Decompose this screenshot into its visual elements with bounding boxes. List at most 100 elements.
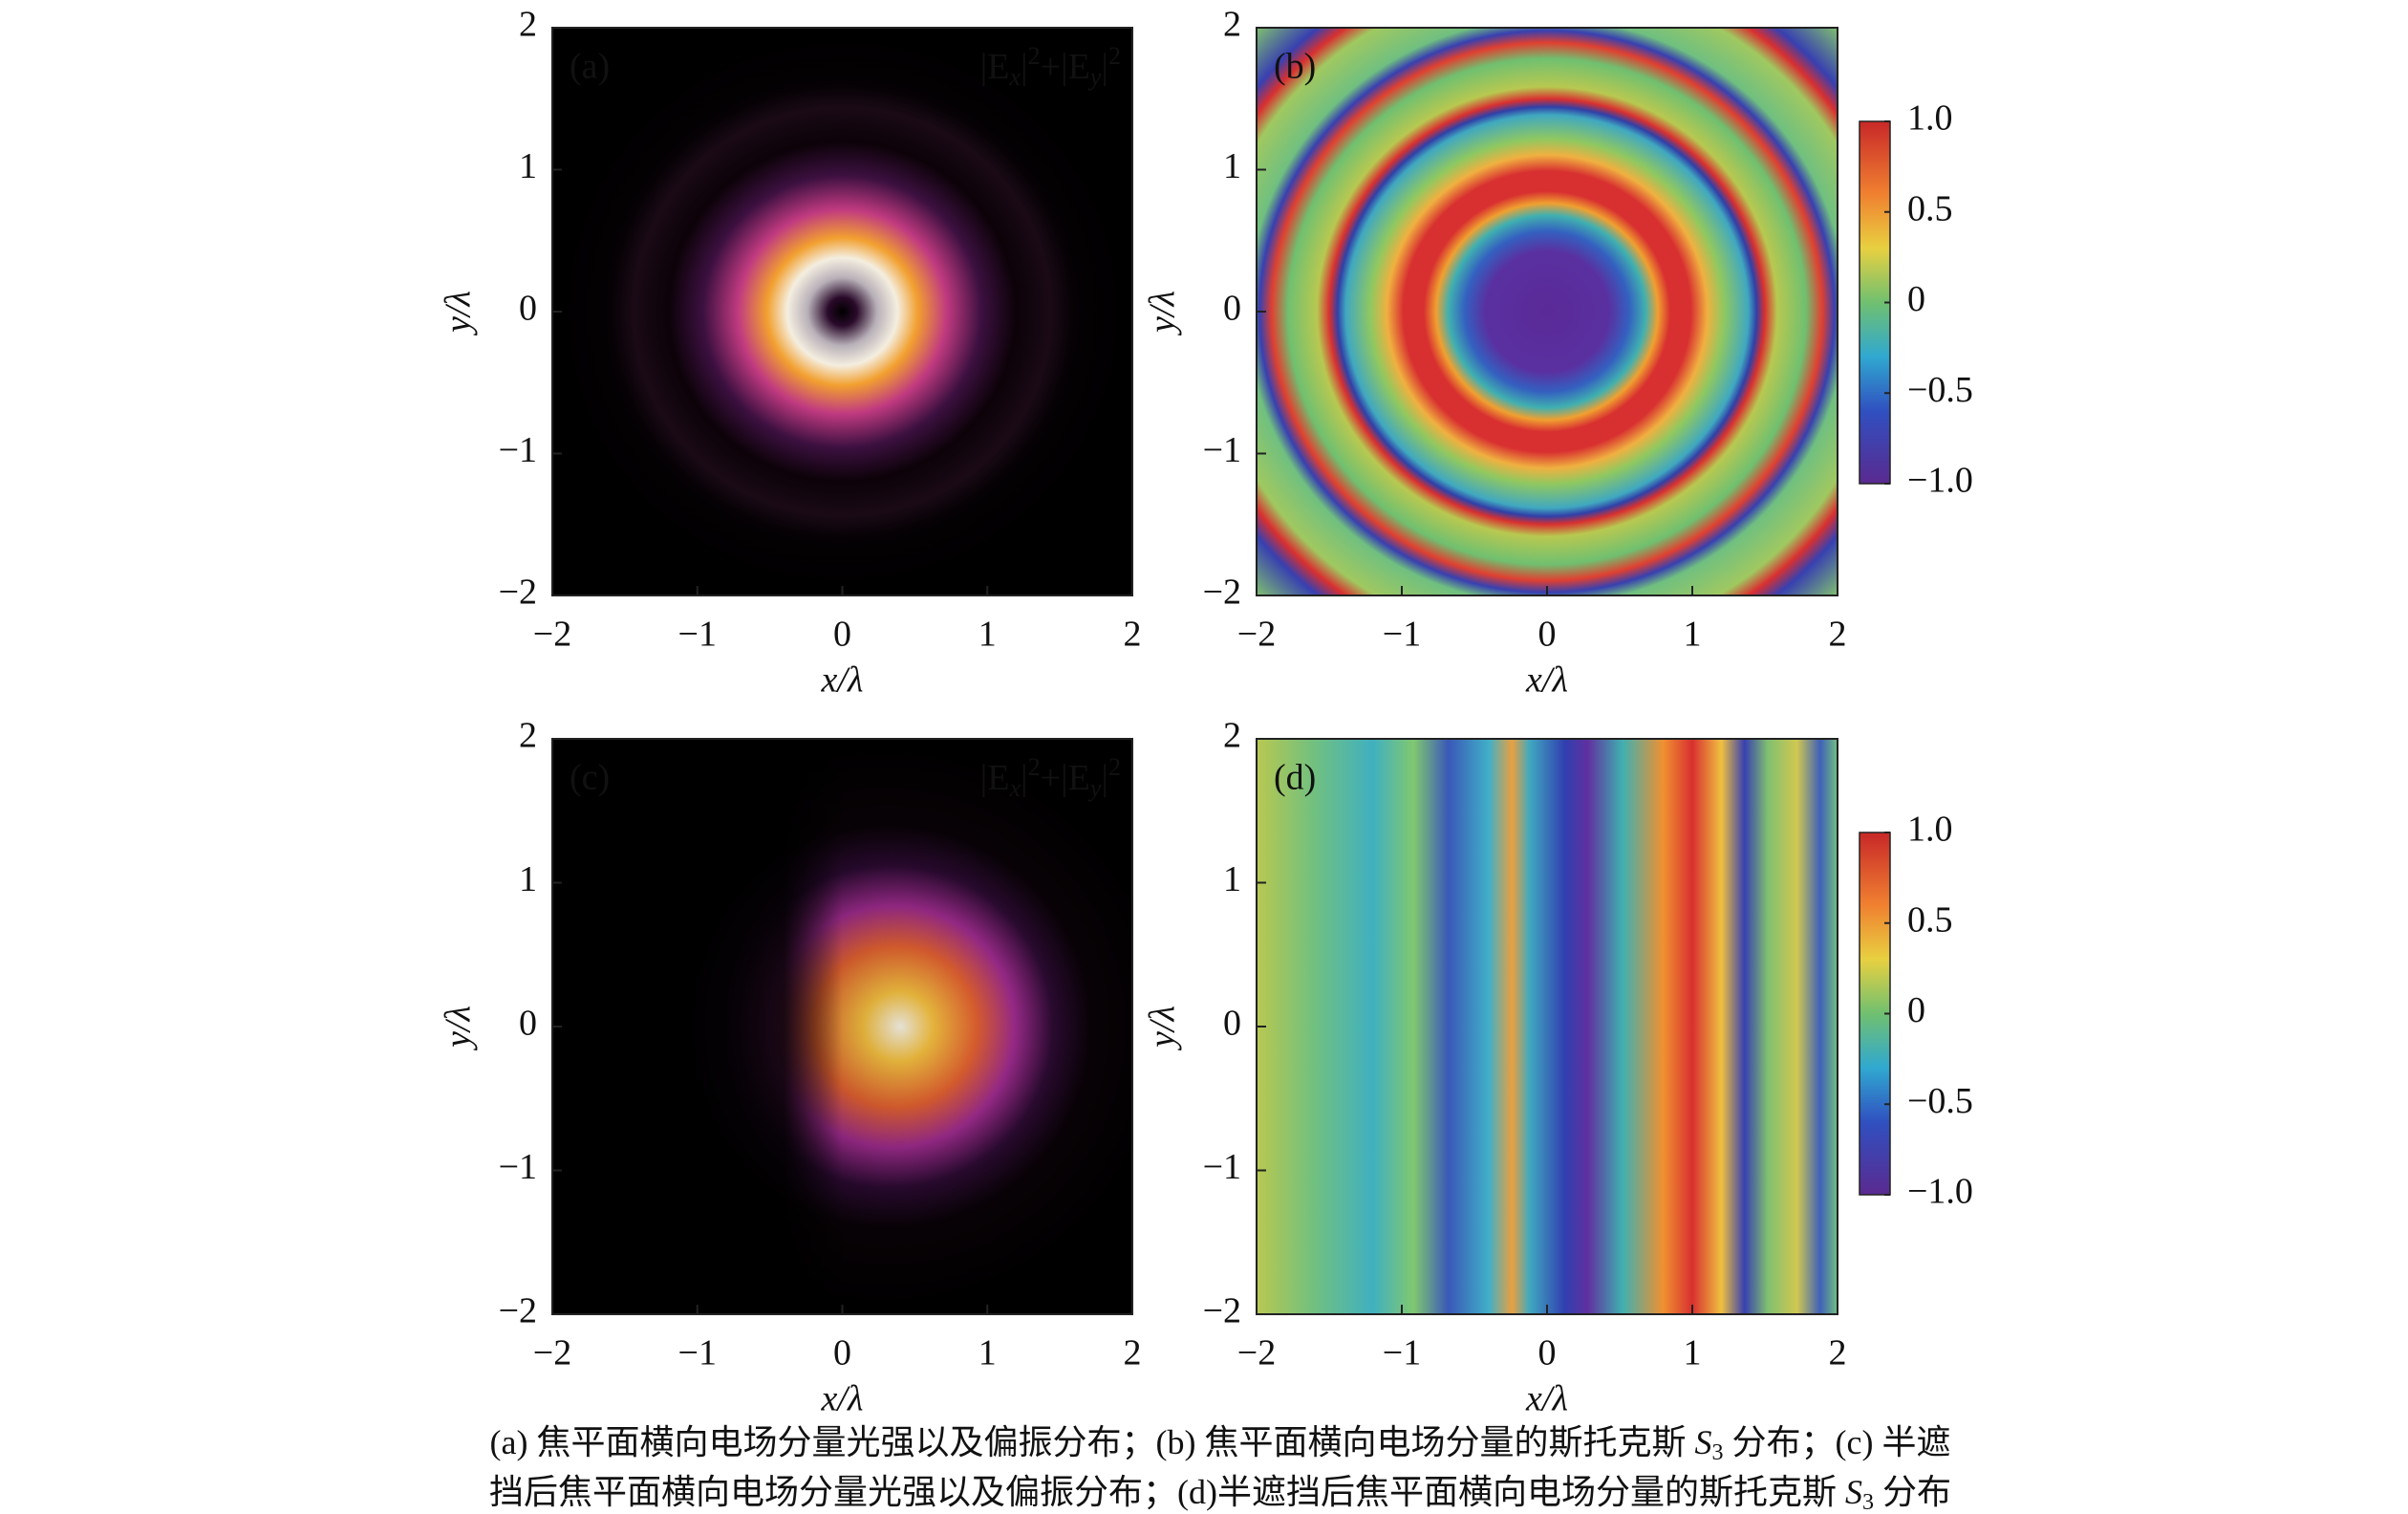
y-tick-label: 1 xyxy=(519,146,537,186)
annotation-part: | xyxy=(1101,47,1108,87)
caption-part: 3 xyxy=(1711,1440,1723,1465)
caption-part: (a) 焦平面横向电场分量光强以及偏振分布；(b) 焦平面横向电场分量的斯托克斯 xyxy=(490,1423,1695,1461)
caption-part: S xyxy=(1694,1423,1711,1461)
panel-label: (c) xyxy=(570,758,610,798)
y-tick-label: −2 xyxy=(499,573,537,613)
annotation-part: |E xyxy=(980,47,1010,87)
annotation-part: 2 xyxy=(1028,42,1041,70)
x-tick-label: 0 xyxy=(1538,615,1557,655)
x-axis-label: x/λ xyxy=(1525,1379,1568,1419)
annotation-part: |E xyxy=(980,758,1010,798)
y-tick-label: 0 xyxy=(1223,289,1241,329)
caption-line: (a) 焦平面横向电场分量光强以及偏振分布；(b) 焦平面横向电场分量的斯托克斯… xyxy=(490,1423,1951,1464)
annotation-part: | xyxy=(1101,758,1108,798)
panel: −2 −1 0 1 2 −2 −1 0 1 2 x/λ y/λ (d) 1.0 0.5 0 −0.5 −1.0 xyxy=(1143,716,1973,1419)
y-tick-label: 2 xyxy=(1223,5,1241,45)
caption-part: 挡后焦平面横向电场分量光强以及偏振分布；(d)半遮挡后焦平面横向电场分量的斯托克… xyxy=(489,1473,1845,1511)
x-tick-label: −2 xyxy=(1237,615,1276,655)
x-tick-label: 2 xyxy=(1829,615,1847,655)
x-tick-label: −2 xyxy=(1237,1333,1276,1373)
heatmap xyxy=(552,28,1132,595)
annotation-part: 2 xyxy=(1028,753,1041,781)
x-tick-label: 1 xyxy=(978,615,997,655)
colorbar-tick-label: 0 xyxy=(1907,990,1925,1030)
annotation-part: +|E xyxy=(1041,47,1090,87)
y-tick-label: −1 xyxy=(1203,430,1241,470)
panel-label: (a) xyxy=(570,47,610,87)
annotation-part: | xyxy=(1021,758,1028,798)
y-tick-label: −2 xyxy=(1203,573,1241,613)
y-tick-label: 2 xyxy=(1223,716,1241,756)
panel: −2 −1 0 1 2 −2 −1 0 1 2 x/λ y/λ (b) 1.0 0.5 0 −0.5 −1.0 xyxy=(1143,5,1973,701)
x-tick-label: −1 xyxy=(1383,615,1421,655)
x-tick-label: 1 xyxy=(1684,1333,1702,1373)
x-tick-label: 2 xyxy=(1124,615,1142,655)
annotation-part: y xyxy=(1087,63,1102,91)
colorbar-tick-label: 1.0 xyxy=(1907,810,1953,850)
x-tick-label: 0 xyxy=(833,615,851,655)
colorbar-tick-label: −1.0 xyxy=(1907,1172,1973,1212)
y-axis-label: y/λ xyxy=(439,291,479,336)
y-tick-label: 1 xyxy=(1223,146,1241,186)
y-tick-label: 0 xyxy=(1223,1004,1241,1044)
colorbar-tick-label: 1.0 xyxy=(1907,98,1953,139)
panel-label: (d) xyxy=(1274,758,1316,798)
y-tick-label: 2 xyxy=(519,5,537,45)
caption-part: S xyxy=(1845,1473,1862,1511)
annotation-part: x xyxy=(1008,63,1021,91)
y-tick-label: 0 xyxy=(519,1004,537,1044)
colorbar-tick-label: 0.5 xyxy=(1907,899,1953,940)
annotation-part: +|E xyxy=(1041,758,1090,798)
y-tick-label: 2 xyxy=(519,716,537,756)
y-tick-label: −2 xyxy=(499,1291,537,1331)
colorbar-tick-label: 0.5 xyxy=(1907,188,1953,228)
y-axis-label: y/λ xyxy=(1143,291,1183,336)
annotation-part: x xyxy=(1008,774,1021,802)
heatmap xyxy=(1257,739,1838,1314)
y-tick-label: −1 xyxy=(1203,1147,1241,1187)
x-tick-label: −2 xyxy=(533,615,571,655)
y-tick-label: −1 xyxy=(499,430,537,470)
x-tick-label: −1 xyxy=(1383,1333,1421,1373)
annotation: |Ex|2+|Ey|2 xyxy=(980,42,1121,91)
y-tick-label: −2 xyxy=(1203,1291,1241,1331)
x-tick-label: −1 xyxy=(678,1333,717,1373)
x-tick-label: 1 xyxy=(1684,615,1702,655)
x-tick-label: 2 xyxy=(1829,1333,1847,1373)
x-axis-label: x/λ xyxy=(1525,660,1568,701)
y-tick-label: −1 xyxy=(499,1147,537,1187)
annotation: |Ex|2+|Ey|2 xyxy=(980,753,1121,802)
colorbar-tick-label: −0.5 xyxy=(1907,1081,1973,1121)
x-tick-label: 0 xyxy=(1538,1333,1557,1373)
heatmap-shade xyxy=(552,739,1132,1314)
y-tick-label: 1 xyxy=(519,859,537,899)
panel-label: (b) xyxy=(1274,47,1316,87)
x-tick-label: 0 xyxy=(833,1333,851,1373)
x-tick-label: 1 xyxy=(978,1333,997,1373)
x-axis-label: x/λ xyxy=(821,660,864,701)
y-tick-label: 0 xyxy=(519,289,537,329)
x-tick-label: −2 xyxy=(533,1333,571,1373)
caption-part: 分布；(c) 半遮 xyxy=(1723,1423,1950,1461)
y-axis-label: y/λ xyxy=(439,1006,479,1051)
y-axis-label: y/λ xyxy=(1143,1006,1183,1051)
y-tick-label: 1 xyxy=(1223,859,1241,899)
colorbar-tick-label: −1.0 xyxy=(1907,461,1973,501)
annotation-part: | xyxy=(1021,47,1028,87)
annotation-part: 2 xyxy=(1108,42,1121,70)
x-tick-label: −1 xyxy=(678,615,717,655)
x-tick-label: 2 xyxy=(1124,1333,1142,1373)
x-axis-label: x/λ xyxy=(821,1379,864,1419)
caption: (a) 焦平面横向电场分量光强以及偏振分布；(b) 焦平面横向电场分量的斯托克斯… xyxy=(489,1423,1951,1514)
colorbar-tick-label: −0.5 xyxy=(1907,370,1973,410)
annotation-part: y xyxy=(1087,774,1102,802)
caption-line: 挡后焦平面横向电场分量光强以及偏振分布；(d)半遮挡后焦平面横向电场分量的斯托克… xyxy=(489,1473,1951,1514)
annotation-part: 2 xyxy=(1108,753,1121,781)
caption-part: 分布 xyxy=(1874,1473,1951,1511)
colorbar-tick-label: 0 xyxy=(1907,279,1925,319)
